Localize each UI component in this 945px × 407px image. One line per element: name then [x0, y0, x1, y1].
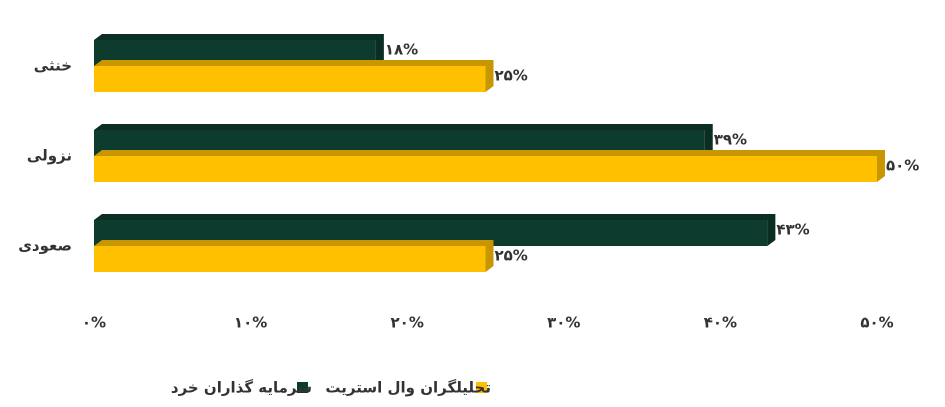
x-tick-label: ۳۰%	[547, 314, 580, 332]
bar-depth	[94, 60, 494, 92]
bar	[94, 156, 877, 182]
value-label: ۲۵%	[495, 67, 528, 85]
bar-depth	[94, 240, 494, 272]
x-tick-label: ۴۰%	[704, 314, 737, 332]
bar	[94, 66, 486, 92]
x-tick-label: ۵۰%	[860, 314, 893, 332]
value-label: ۳۹%	[714, 131, 747, 149]
y-tick-label: خنثی	[34, 57, 72, 75]
bar	[94, 246, 486, 272]
y-tick-label: نزولی	[27, 147, 72, 165]
bar-depth	[94, 34, 384, 66]
x-tick-label: ۱۰%	[234, 314, 267, 332]
legend-swatch	[476, 382, 487, 393]
value-label: ۴۳%	[776, 221, 809, 239]
value-label: ۱۸%	[385, 41, 418, 59]
y-tick-label: صعودی	[18, 237, 72, 255]
value-label: ۵۰%	[886, 157, 919, 175]
value-label: ۲۵%	[495, 247, 528, 265]
legend-swatch	[297, 382, 308, 393]
legend-label: تحلیلگران وال استریت	[325, 379, 491, 397]
bar-depth	[94, 214, 776, 246]
bar-depth	[94, 150, 885, 182]
bar-depth	[94, 124, 713, 156]
x-tick-label: ۲۰%	[391, 314, 424, 332]
x-tick-label: ۰%	[82, 314, 106, 332]
legend-label: سرمایه گذاران خرد	[171, 379, 312, 397]
